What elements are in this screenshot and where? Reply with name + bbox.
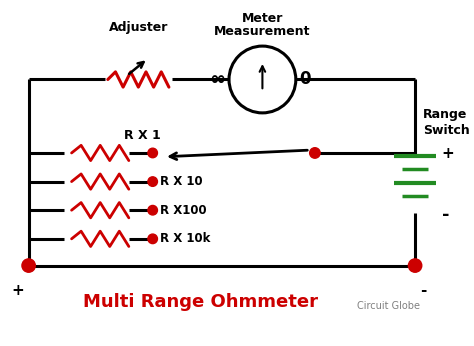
Text: 0: 0 — [300, 71, 311, 89]
Text: R X100: R X100 — [160, 204, 207, 217]
Circle shape — [148, 234, 157, 244]
Text: ∞: ∞ — [209, 70, 225, 89]
Circle shape — [310, 148, 320, 158]
Circle shape — [409, 259, 422, 272]
Circle shape — [22, 259, 35, 272]
Text: Circuit Globe: Circuit Globe — [357, 301, 420, 311]
Text: R X 10k: R X 10k — [160, 233, 210, 245]
Circle shape — [148, 206, 157, 215]
Text: Meter: Meter — [242, 12, 283, 25]
Text: Multi Range Ohmmeter: Multi Range Ohmmeter — [83, 293, 318, 311]
Text: R X 10: R X 10 — [160, 175, 203, 188]
Circle shape — [148, 148, 157, 158]
Text: Range
Switch: Range Switch — [423, 108, 469, 137]
Text: Measurement: Measurement — [214, 26, 310, 38]
Text: R X 1: R X 1 — [124, 128, 161, 142]
Text: -: - — [442, 206, 449, 224]
Circle shape — [148, 177, 157, 186]
Text: +: + — [442, 146, 455, 162]
Text: -: - — [420, 283, 426, 298]
Text: +: + — [11, 283, 24, 298]
Text: Adjuster: Adjuster — [109, 21, 168, 34]
